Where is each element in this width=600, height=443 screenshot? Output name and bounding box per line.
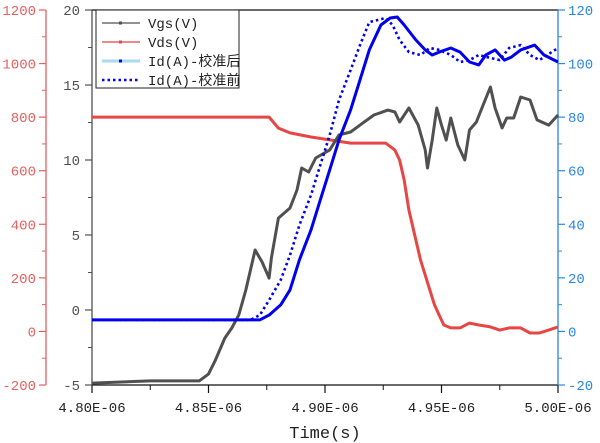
legend-label: Vgs(V) — [148, 17, 198, 33]
vds-tick-label: 600 — [11, 165, 36, 181]
legend-swatch-marker — [119, 59, 122, 63]
series-line-2 — [92, 15, 559, 322]
vds-tick-label: -200 — [2, 379, 36, 395]
id-tick-label: 40 — [568, 218, 585, 234]
series-line-0 — [91, 85, 560, 385]
vds-tick-label: 200 — [11, 272, 36, 288]
legend-item: Id(A)-校准前 — [102, 72, 240, 90]
x-tick-label: 4.80E-06 — [58, 401, 125, 417]
legend-item: Vgs(V) — [102, 17, 198, 33]
vgs-tick-label: 20 — [63, 4, 80, 20]
id-tick-label: 80 — [568, 111, 585, 127]
x-tick-label: 4.90E-06 — [291, 401, 358, 417]
vgs-tick-label: 10 — [63, 154, 80, 170]
id-tick-label: 0 — [568, 325, 576, 341]
id-tick-label: 20 — [568, 272, 585, 288]
id-tick-label: -20 — [568, 379, 593, 395]
legend-label: Vds(V) — [148, 36, 198, 52]
vds-tick-label: 400 — [11, 218, 36, 234]
id-tick-label: 100 — [568, 58, 593, 74]
legend-label: Id(A)-校准前 — [148, 72, 240, 90]
vgs-tick-label: 15 — [63, 79, 80, 95]
axes: 4.80E-06 4.85E-06 4.90E-06 4.95E-06 5.00E-06… — [2, 4, 593, 417]
x-tick-label: 5.00E-06 — [524, 401, 591, 417]
vds-tick-label: 800 — [11, 111, 36, 127]
legend-item: Vds(V) — [102, 36, 198, 52]
id-tick-label: 60 — [568, 165, 585, 181]
series-line-3 — [92, 16, 559, 322]
vgs-tick-label: -5 — [63, 379, 80, 395]
legend-swatch-marker — [119, 21, 122, 25]
vds-tick-label: 1000 — [2, 58, 36, 74]
legend-item: Id(A)-校准后 — [102, 53, 240, 71]
x-axis-title: Time(s) — [289, 425, 360, 443]
series-line-1 — [92, 115, 559, 335]
legend-label: Id(A)-校准后 — [148, 53, 240, 71]
vgs-tick-label: 5 — [72, 229, 80, 245]
id-tick-label: 120 — [568, 4, 593, 20]
vds-tick-label: 1200 — [2, 4, 36, 20]
x-tick-label: 4.95E-06 — [408, 401, 475, 417]
legend-swatch-marker — [119, 40, 122, 44]
series-layer — [91, 15, 560, 385]
x-tick-label: 4.85E-06 — [175, 401, 242, 417]
vds-tick-label: 0 — [28, 325, 36, 341]
vgs-tick-label: 0 — [72, 304, 80, 320]
